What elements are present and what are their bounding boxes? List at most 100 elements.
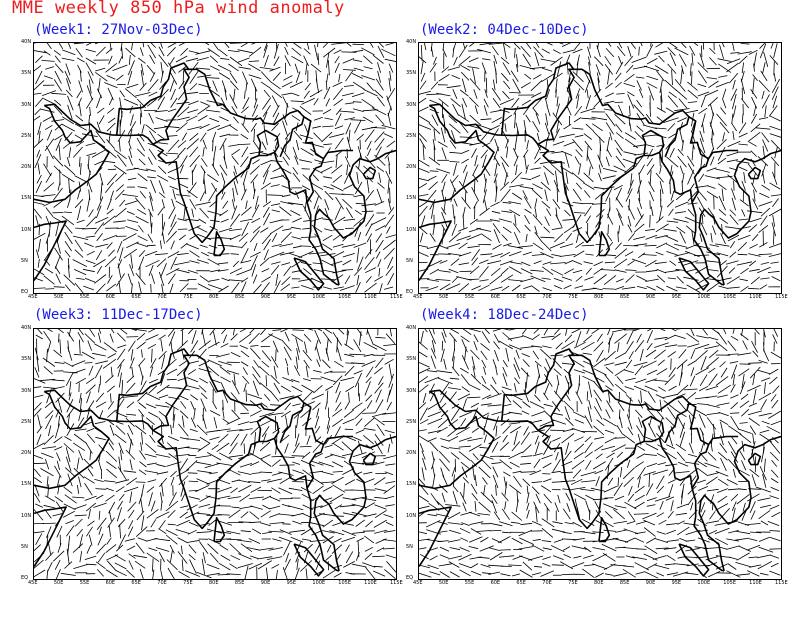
wind-vector <box>468 246 481 248</box>
lat-tick-label: 25N <box>406 419 416 425</box>
wind-vector <box>181 546 182 555</box>
wind-vector <box>650 170 651 185</box>
wind-vector <box>489 436 501 444</box>
lon-tick-label: 110E <box>749 580 762 586</box>
lat-tick-label: 15N <box>21 481 31 487</box>
wind-vector <box>584 134 592 140</box>
wind-vector <box>147 463 157 465</box>
wind-vector <box>593 288 603 290</box>
wind-vector <box>106 451 117 462</box>
wind-vector <box>234 181 238 195</box>
wind-vector <box>45 268 53 273</box>
wind-vector <box>769 243 781 248</box>
wind-vector <box>365 553 372 560</box>
wind-vector <box>322 244 332 250</box>
lon-tick-label: 100E <box>697 580 710 586</box>
wind-vector <box>351 490 364 491</box>
wind-vector <box>250 166 260 175</box>
wind-vector <box>484 174 486 183</box>
wind-vector <box>79 103 81 116</box>
wind-vector <box>149 113 154 124</box>
wind-vector <box>97 518 106 530</box>
wind-vector <box>166 535 177 544</box>
wind-vector <box>107 561 116 571</box>
wind-vector <box>198 443 210 451</box>
wind-vector <box>178 148 186 157</box>
wind-vector <box>679 372 682 385</box>
wind-vector <box>613 509 624 519</box>
wind-vector <box>741 286 749 292</box>
wind-vector <box>690 376 695 386</box>
wind-vector <box>127 211 135 214</box>
wind-vector <box>492 377 496 384</box>
wind-vector <box>774 62 775 76</box>
lat-tick-label: 35N <box>21 70 31 76</box>
wind-vector <box>656 224 669 232</box>
wind-vector <box>249 497 264 499</box>
wind-vector <box>605 430 614 433</box>
wind-vector <box>270 522 285 524</box>
wind-vector <box>647 463 657 466</box>
wind-vector <box>237 540 252 542</box>
wind-vector <box>156 118 168 122</box>
wind-vector <box>496 426 497 437</box>
wind-vector <box>577 55 579 66</box>
wind-vector <box>116 426 125 435</box>
wind-vector <box>266 375 267 386</box>
wind-vector <box>629 115 630 126</box>
wind-vector <box>270 405 280 406</box>
wind-vector <box>135 198 145 210</box>
wind-vector <box>501 275 513 283</box>
wind-vector <box>503 202 512 203</box>
wind-vector <box>333 485 346 493</box>
wind-vector <box>614 521 627 523</box>
wind-vector <box>228 145 238 147</box>
wind-vector <box>387 226 391 233</box>
wind-vector <box>56 138 61 151</box>
wind-vector <box>37 426 42 433</box>
wind-vector <box>107 75 116 79</box>
wind-vector <box>419 435 429 442</box>
wind-vector <box>494 416 499 430</box>
lon-tick-label: 90E <box>261 580 271 586</box>
wind-vector <box>473 164 479 175</box>
wind-vector <box>254 129 255 141</box>
wind-vector <box>431 329 434 334</box>
wind-vector <box>127 220 138 223</box>
wind-vector <box>188 369 196 374</box>
wind-vector <box>563 219 575 220</box>
wind-vector <box>134 168 148 171</box>
wind-vector <box>271 185 280 187</box>
wind-vector <box>365 268 376 273</box>
wind-vector <box>419 402 426 408</box>
wind-vector <box>259 366 269 375</box>
wind-vector <box>563 429 575 432</box>
wind-vector <box>333 235 341 241</box>
wind-vector <box>647 505 656 507</box>
wind-vector <box>467 397 480 398</box>
wind-vector <box>192 209 194 218</box>
coastline-path <box>314 151 396 285</box>
wind-vector <box>709 350 718 358</box>
wind-vector <box>716 82 729 87</box>
wind-vector <box>731 123 736 131</box>
wind-vector <box>251 43 262 44</box>
lon-tick-label: 85E <box>235 294 245 300</box>
wind-vector <box>564 142 575 146</box>
wind-vector <box>103 235 117 240</box>
wind-vector <box>420 419 428 423</box>
wind-vector <box>702 113 706 127</box>
wind-vector <box>332 409 342 416</box>
wind-vector <box>241 351 249 357</box>
wind-vector <box>509 252 521 256</box>
wind-vector <box>628 261 635 266</box>
wind-vector <box>355 409 366 419</box>
wind-vector <box>494 334 499 343</box>
wind-vector <box>594 426 605 435</box>
wind-vector <box>262 532 272 534</box>
wind-vector <box>300 246 311 247</box>
wind-vector <box>730 395 738 399</box>
wind-vector <box>770 262 778 263</box>
wind-vector <box>634 514 649 515</box>
wind-vector <box>559 134 575 137</box>
